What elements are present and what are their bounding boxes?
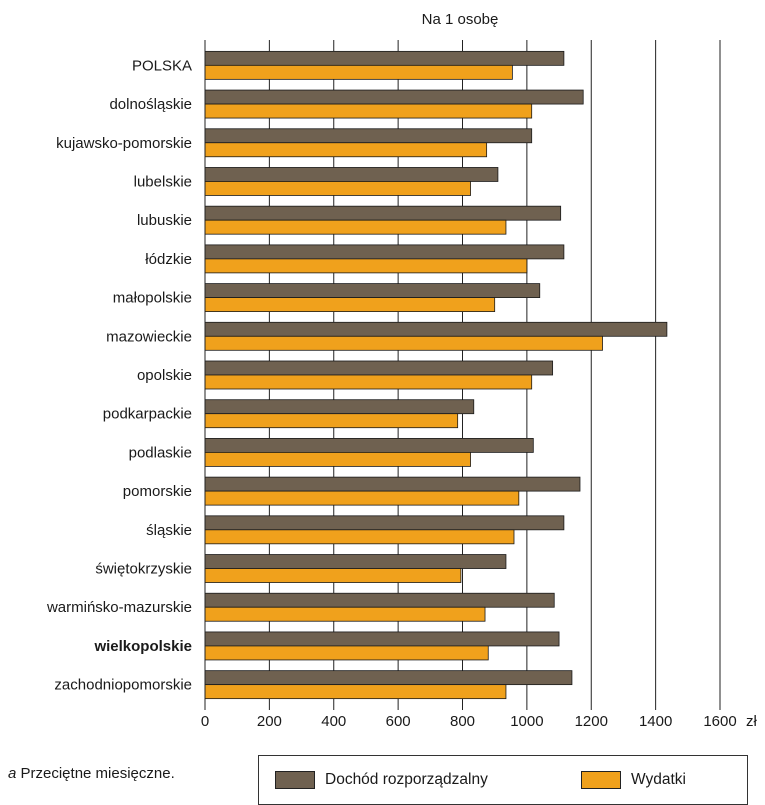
category-label: warmińsko-mazurskie	[46, 599, 192, 616]
bar-expenses-podkarpackie	[204, 413, 459, 429]
x-tick-label: 400	[321, 713, 346, 730]
category-label: łódzkie	[145, 251, 192, 268]
category-label: dolnośląskie	[109, 96, 192, 113]
footnote: a Przeciętne miesięczne.	[8, 765, 175, 782]
bar-expenses-kujawsko-pomorskie	[204, 142, 488, 158]
x-tick-label: 800	[450, 713, 475, 730]
x-tick-label: 1400	[639, 713, 672, 730]
bar-income-łódzkie	[204, 244, 565, 260]
category-label: opolskie	[137, 367, 192, 384]
bar-expenses-małopolskie	[204, 297, 496, 312]
legend-label-income: Dochód rozporządzalny	[325, 771, 488, 788]
bar-expenses-zachodniopomorskie	[204, 684, 507, 700]
bar-expenses-podlaskie	[204, 452, 471, 467]
category-label: śląskie	[146, 522, 192, 539]
legend-item-income: Dochód rozporządzalny	[275, 770, 488, 790]
category-label: POLSKA	[132, 57, 192, 74]
bar-income-lubuskie	[204, 205, 562, 221]
bar-income-dolnośląskie	[204, 89, 584, 105]
chart-title: Na 1 osobę	[422, 11, 499, 28]
bar-income-POLSKA	[204, 50, 565, 66]
bar-income-zachodniopomorskie	[204, 670, 573, 686]
x-tick-label: 1600	[703, 713, 736, 730]
bar-expenses-wielkopolskie	[204, 645, 489, 661]
category-label: zachodniopomorskie	[54, 677, 192, 694]
category-label: małopolskie	[113, 290, 192, 307]
bar-income-świętokrzyskie	[204, 554, 507, 569]
bar-income-wielkopolskie	[204, 631, 560, 647]
category-label: kujawsko-pomorskie	[56, 135, 192, 152]
legend: Dochód rozporządzalny Wydatki	[258, 755, 748, 805]
bar-income-mazowieckie	[204, 321, 668, 337]
x-tick-label: 0	[201, 713, 209, 730]
category-label: pomorskie	[123, 483, 192, 500]
bar-expenses-mazowieckie	[204, 335, 603, 351]
legend-swatch-expenses	[581, 771, 621, 789]
bar-income-pomorskie	[204, 476, 581, 492]
footnote-marker: a	[8, 765, 17, 782]
x-tick-label: 1000	[510, 713, 543, 730]
bar-income-śląskie	[204, 515, 565, 531]
x-tick-label: 600	[386, 713, 411, 730]
bar-expenses-warmińsko-mazurskie	[204, 606, 486, 622]
footnote-text: Przeciętne miesięczne.	[16, 765, 175, 782]
bar-expenses-świętokrzyskie	[204, 568, 462, 583]
bar-expenses-śląskie	[204, 529, 515, 545]
category-label: świętokrzyskie	[95, 561, 192, 578]
bar-expenses-dolnośląskie	[204, 103, 533, 119]
bar-income-podlaskie	[204, 438, 534, 453]
bar-expenses-lubelskie	[204, 181, 471, 196]
bar-income-podkarpackie	[204, 399, 475, 415]
category-label: podkarpackie	[103, 406, 192, 423]
x-unit-label: zł	[746, 713, 758, 730]
category-label: lubuskie	[137, 212, 192, 229]
x-tick-label: 1200	[575, 713, 608, 730]
bar-expenses-łódzkie	[204, 258, 528, 274]
x-tick-label: 200	[257, 713, 282, 730]
category-label: wielkopolskie	[93, 638, 192, 655]
category-label: mazowieckie	[106, 328, 192, 345]
legend-label-expenses: Wydatki	[631, 771, 686, 788]
legend-item-expenses: Wydatki	[581, 770, 686, 790]
category-label: podlaskie	[129, 444, 192, 461]
bar-income-lubelskie	[204, 167, 499, 182]
bar-income-opolskie	[204, 360, 554, 376]
chart: Na 1 osobę POLSKA dolnośląskie kujawsko-pom…	[46, 11, 758, 730]
bar-income-warmińsko-mazurskie	[204, 592, 555, 608]
category-label: lubelskie	[134, 173, 192, 190]
bar-expenses-POLSKA	[204, 64, 513, 80]
bar-expenses-pomorskie	[204, 490, 520, 506]
bar-income-małopolskie	[204, 283, 541, 298]
legend-swatch-income	[275, 771, 315, 789]
bar-income-kujawsko-pomorskie	[204, 128, 533, 144]
bar-expenses-lubuskie	[204, 219, 507, 235]
bar-expenses-opolskie	[204, 374, 533, 390]
